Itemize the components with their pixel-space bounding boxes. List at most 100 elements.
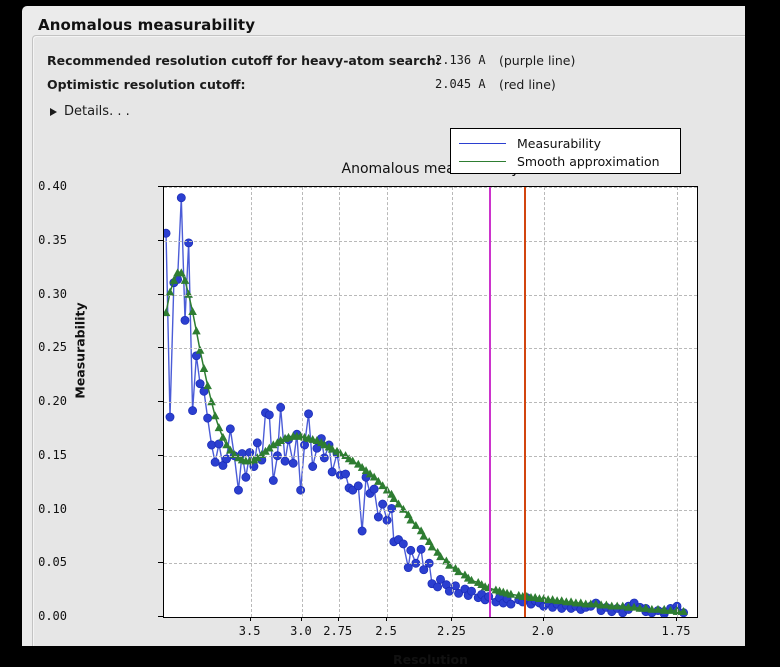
details-disclosure[interactable]: Details. . . — [47, 104, 130, 119]
data-point-marker — [399, 504, 408, 513]
data-point-marker — [373, 512, 383, 522]
data-point-marker — [327, 444, 337, 453]
recommended-cutoff-line — [489, 187, 491, 617]
data-point-marker — [348, 456, 358, 465]
data-point-marker — [210, 457, 220, 467]
data-point-marker — [586, 599, 596, 608]
data-point-marker — [424, 558, 434, 568]
data-point-marker — [612, 601, 622, 610]
y-tick-label: 0.30 — [38, 286, 67, 301]
data-point-marker — [327, 467, 337, 477]
data-point-marker — [180, 275, 190, 284]
data-point-marker — [210, 411, 220, 420]
data-point-marker — [188, 406, 198, 416]
data-point-marker — [641, 603, 651, 612]
y-tick-mark — [158, 186, 163, 187]
data-point-marker — [557, 596, 567, 605]
data-point-marker — [398, 539, 408, 549]
data-point-marker — [451, 581, 460, 591]
legend-label-measurability: Measurability — [517, 135, 602, 151]
series-line — [165, 272, 684, 613]
data-point-marker — [378, 499, 388, 509]
x-tick-label: 1.75 — [661, 624, 691, 638]
data-point-marker — [403, 563, 413, 572]
data-point-marker — [241, 472, 251, 482]
data-point-marker — [264, 410, 274, 420]
y-tick-mark — [158, 508, 163, 510]
data-point-marker — [602, 600, 611, 609]
summary-note-recommended: (purple line) — [499, 53, 576, 68]
data-point-marker — [165, 412, 175, 422]
data-point-marker — [184, 289, 193, 298]
data-point-marker — [226, 445, 235, 454]
data-point-marker — [353, 481, 363, 491]
data-point-marker — [207, 440, 217, 450]
data-point-marker — [199, 364, 209, 372]
data-point-marker — [365, 469, 375, 478]
summary-value-optimistic: 2.045 A — [435, 77, 486, 91]
data-point-marker — [436, 552, 445, 561]
chart-legend: Measurability Smooth approximation — [450, 128, 681, 174]
data-point-marker — [308, 462, 318, 471]
data-point-marker — [467, 586, 476, 596]
data-point-marker — [234, 485, 243, 495]
data-point-marker — [454, 588, 464, 598]
data-point-marker — [252, 438, 262, 448]
grid-line-h — [164, 455, 697, 457]
data-point-marker — [411, 520, 421, 529]
grid-line-v — [338, 187, 340, 617]
x-axis-label: Resolution — [392, 652, 469, 667]
data-point-marker — [176, 193, 186, 203]
grid-line-h — [164, 348, 697, 350]
grid-line-h — [164, 563, 697, 565]
data-point-marker — [268, 476, 278, 485]
x-tick-label: 2.0 — [531, 624, 554, 638]
data-point-marker — [357, 462, 367, 471]
data-point-marker — [214, 423, 224, 432]
data-point-marker — [424, 537, 434, 546]
data-point-marker — [394, 499, 403, 508]
legend-item-smooth: Smooth approximation — [451, 152, 680, 170]
data-point-marker — [369, 472, 379, 481]
y-tick-mark — [158, 401, 163, 402]
grid-line-v — [301, 187, 303, 617]
data-point-marker — [506, 589, 516, 598]
summary-label-optimistic: Optimistic resolution cutoff: — [47, 77, 246, 92]
y-tick-label: 0.40 — [38, 179, 67, 193]
data-point-marker — [596, 600, 606, 609]
data-point-marker — [195, 345, 205, 354]
data-point-marker — [353, 459, 363, 468]
data-point-marker — [548, 595, 557, 604]
data-point-marker — [416, 544, 426, 554]
data-point-marker — [320, 440, 329, 449]
y-tick-label: 0.05 — [38, 555, 67, 570]
chevron-right-icon — [50, 107, 57, 116]
window-title: Anomalous measurability — [38, 16, 256, 34]
data-point-marker — [176, 268, 186, 277]
data-point-marker — [653, 604, 663, 613]
y-tick-label: 0.35 — [38, 232, 67, 247]
data-point-marker — [357, 526, 367, 536]
x-tick-mark — [451, 616, 453, 621]
x-tick-mark — [542, 616, 544, 621]
data-point-marker — [416, 526, 426, 535]
y-tick-label: 0.20 — [38, 394, 67, 408]
data-point-marker — [444, 586, 454, 596]
data-point-marker — [341, 451, 350, 460]
y-tick-mark — [158, 562, 163, 564]
data-point-marker — [361, 466, 371, 475]
data-point-marker — [164, 228, 171, 238]
series-canvas — [164, 193, 688, 617]
data-point-marker — [624, 602, 633, 611]
plot-area — [163, 186, 698, 618]
legend-label-smooth: Smooth approximation — [517, 153, 660, 169]
data-point-marker — [273, 451, 282, 461]
data-point-marker — [225, 424, 235, 434]
data-point-marker — [288, 458, 298, 468]
anomalous-measurability-figure: Anomalous measurability Measurability Re… — [38, 128, 727, 667]
data-point-marker — [164, 308, 171, 317]
data-point-marker — [276, 402, 286, 412]
data-point-marker — [192, 326, 201, 335]
grid-line-v — [543, 187, 545, 617]
x-tick-label: 2.25 — [436, 624, 466, 638]
